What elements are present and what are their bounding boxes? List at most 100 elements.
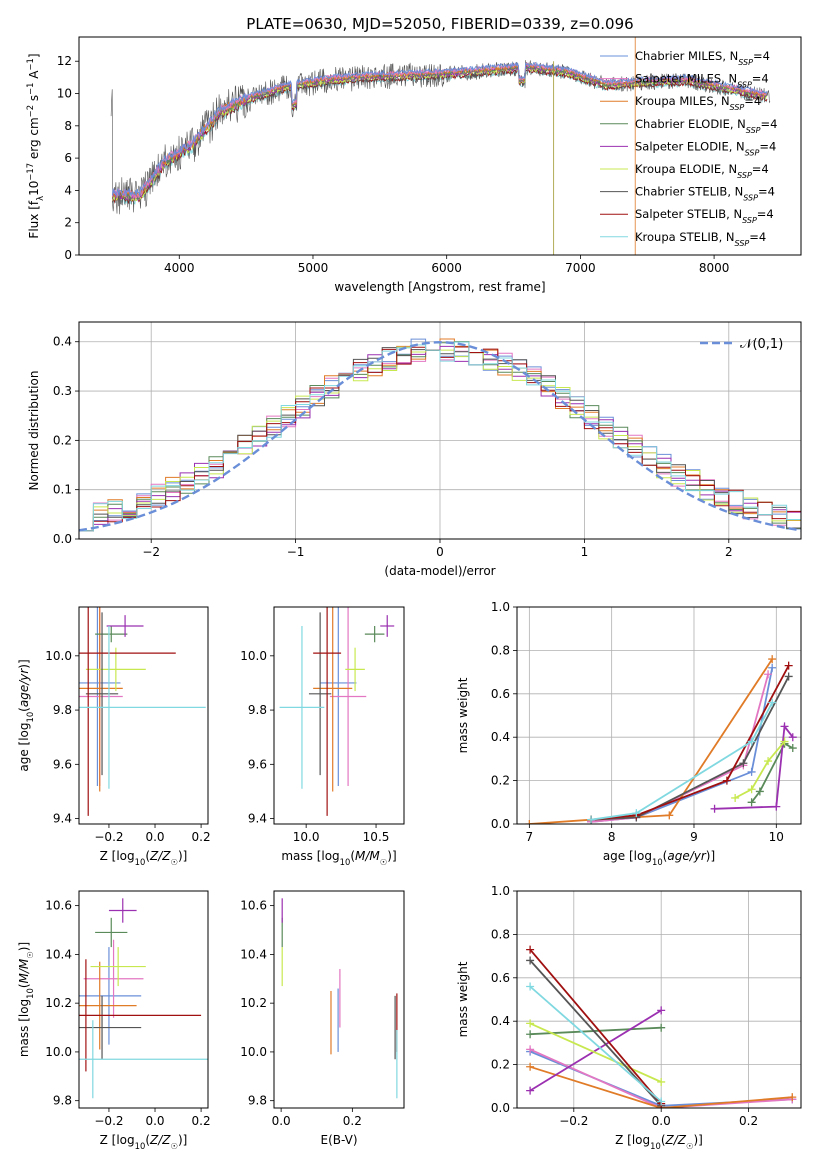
point-salpeter-elodie xyxy=(108,898,137,923)
y-tick-label: 0.0 xyxy=(53,532,72,546)
y-tick-label: 9.8 xyxy=(53,1094,72,1108)
series-marker xyxy=(755,787,764,796)
legend-label: 𝒩(0,1) xyxy=(740,337,783,352)
y-tick-label: 9.8 xyxy=(53,703,72,717)
series-marker xyxy=(788,1093,797,1102)
point-chabrier-miles xyxy=(79,607,121,787)
y-tick-label: 9.4 xyxy=(248,812,267,826)
point-chabrier-elodie xyxy=(364,625,385,643)
axes-frame xyxy=(78,890,209,1109)
series-line xyxy=(529,1009,662,1092)
y-tick-label: 8 xyxy=(64,119,72,133)
series-line xyxy=(529,985,662,1103)
point-salpeter-miles xyxy=(329,607,367,787)
y-tick-label: 10 xyxy=(57,87,72,101)
x-tick-label: 0.2 xyxy=(192,830,211,844)
x-tick-label: 0.0 xyxy=(145,830,164,844)
point-chabrier-stelib xyxy=(79,995,142,1060)
y-tick-label: 9.8 xyxy=(248,1094,267,1108)
series-marker xyxy=(784,672,793,681)
series-marker xyxy=(526,982,535,991)
axes-frame xyxy=(78,321,802,540)
x-tick-label: −0.2 xyxy=(94,1114,123,1128)
point-chabrier-miles xyxy=(320,607,357,787)
y-tick-label: 0.8 xyxy=(491,643,510,657)
series-salpeter-elodie xyxy=(526,1006,666,1095)
series-marker xyxy=(525,820,534,824)
series-kroupa-stelib xyxy=(587,698,777,824)
y-tick-label: 10.0 xyxy=(240,1045,267,1059)
series-marker xyxy=(632,809,641,818)
x-tick-label: −2 xyxy=(142,545,160,559)
x-tick-label: 8000 xyxy=(699,261,730,275)
axes-frame xyxy=(516,890,802,1109)
point-chabrier-miles xyxy=(79,947,142,1045)
series-line xyxy=(591,674,769,823)
x-tick-label: 0.2 xyxy=(343,1114,362,1128)
x-axis-label: Z [log10(Z/Z☉)] xyxy=(100,1133,188,1151)
x-tick-label: 10.5 xyxy=(363,830,390,844)
series-marker xyxy=(526,945,535,954)
series-kroupa-stelib xyxy=(526,982,666,1106)
y-tick-label: 0.4 xyxy=(53,335,72,349)
legend-label: Chabrier MILES, NSSP=4 xyxy=(635,49,770,67)
panel-age-vs-mass: 10.0 10.5 9.4 9.6 9.8 10.0 mass [log10(M/M☉)] xyxy=(240,606,405,867)
y-axis-label: mass weight xyxy=(456,961,470,1037)
y-axis-label: age [log10(age/yr)] xyxy=(17,659,35,771)
series-line xyxy=(529,949,662,1105)
legend: Chabrier MILES, NSSP=4 Salpeter MILES, NS… xyxy=(600,49,777,247)
series-salpeter-elodie xyxy=(710,722,797,813)
x-tick-label: −0.2 xyxy=(559,1114,588,1128)
y-axis-label: mass weight xyxy=(456,677,470,753)
spectrum-chabrier-miles xyxy=(111,61,768,197)
series-marker xyxy=(764,670,773,679)
point-kroupa-elodie xyxy=(345,647,365,692)
point-kroupa-stelib xyxy=(79,625,206,789)
plot-area xyxy=(79,338,801,532)
series-line xyxy=(591,675,790,821)
series-marker xyxy=(526,1062,535,1071)
y-tick-label: 10.2 xyxy=(45,996,72,1010)
y-tick-label: 0.2 xyxy=(491,774,510,788)
y-tick-label: 9.6 xyxy=(248,757,267,771)
y-tick-label: 10.6 xyxy=(45,899,72,913)
point-salpeter-elodie xyxy=(380,615,395,637)
series-chabrier-elodie xyxy=(747,739,797,807)
x-axis-label: mass [log10(M/M☉)] xyxy=(281,849,396,867)
y-tick-label: 12 xyxy=(57,54,72,68)
series-marker xyxy=(526,1030,535,1039)
point-salpeter-miles xyxy=(83,939,144,1018)
point-salpeter-elodie xyxy=(106,615,144,637)
plot-area xyxy=(79,898,208,1099)
plot-area xyxy=(526,945,797,1108)
y-tick-label: 0.2 xyxy=(491,1058,510,1072)
series-salpeter-stelib xyxy=(587,661,793,824)
hist-kroupa-stelib xyxy=(79,341,801,532)
x-tick-label: 8 xyxy=(608,830,616,844)
series-marker xyxy=(784,661,793,670)
y-tick-label: 10.0 xyxy=(240,649,267,663)
series-line xyxy=(714,724,794,810)
plot-area xyxy=(525,655,797,824)
series-marker xyxy=(747,798,756,807)
legend-label: Salpeter STELIB, NSSP=4 xyxy=(635,207,774,225)
y-tick-label: 0.0 xyxy=(491,1101,510,1115)
figure-title: PLATE=0630, MJD=52050, FIBERID=0339, z=0… xyxy=(246,15,633,33)
series-marker xyxy=(587,815,596,824)
point-kroupa-miles xyxy=(79,607,123,792)
x-tick-label: 5000 xyxy=(298,261,329,275)
point-chabrier-elodie xyxy=(95,625,128,643)
series-marker xyxy=(657,1077,666,1086)
x-tick-label: 6000 xyxy=(431,261,462,275)
point-salpeter-stelib xyxy=(79,959,202,1072)
spectrum-salpeter-stelib xyxy=(111,67,768,205)
y-tick-label: 6 xyxy=(64,151,72,165)
panel-age-vs-Z: −0.2 0.0 0.2 9.4 9.6 9.8 10.0 Z [log10(Z/Z☉)] ag… xyxy=(17,606,211,867)
spectrum-salpeter-miles xyxy=(111,62,768,199)
series-marker xyxy=(722,776,731,785)
y-tick-label: 2 xyxy=(64,216,72,230)
series-line xyxy=(529,1022,662,1083)
legend-label: Salpeter MILES, NSSP=4 xyxy=(635,72,769,90)
point-kroupa-miles xyxy=(79,961,137,1050)
axes-frame xyxy=(273,606,405,825)
